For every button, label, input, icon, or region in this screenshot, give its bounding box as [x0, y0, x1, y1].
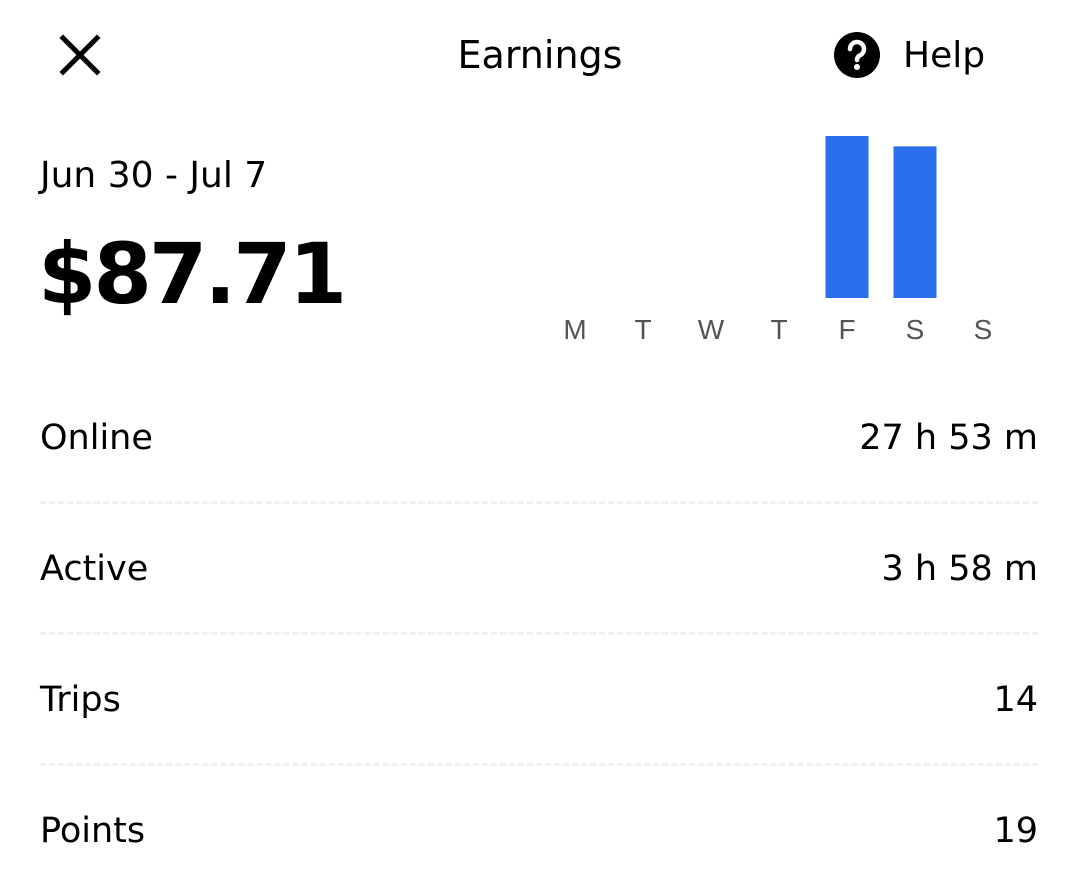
stat-row-points: Points 19	[40, 801, 1038, 861]
stat-value: 27 h 53 m	[859, 418, 1038, 458]
stat-row-trips: Trips 14	[40, 670, 1038, 730]
help-label: Help	[903, 34, 986, 76]
day-label: F	[838, 314, 855, 345]
bar-5[interactable]	[893, 146, 937, 298]
divider	[40, 763, 1038, 766]
help-button[interactable]: Help	[833, 30, 985, 80]
close-icon[interactable]	[58, 33, 102, 77]
stat-value: 19	[993, 811, 1038, 851]
divider	[40, 632, 1038, 635]
stat-label: Active	[40, 549, 149, 589]
divider	[40, 501, 1038, 504]
date-range: Jun 30 - Jul 7	[40, 155, 268, 196]
stat-label: Points	[40, 811, 146, 851]
stat-value: 3 h 58 m	[881, 549, 1038, 589]
day-label: M	[563, 314, 586, 345]
stat-label: Online	[40, 418, 153, 458]
total-earnings: $87.71	[38, 225, 347, 323]
page-title: Earnings	[457, 33, 623, 77]
stat-row-online: Online 27 h 53 m	[40, 408, 1038, 468]
day-label: W	[698, 314, 725, 345]
day-label: S	[974, 314, 993, 345]
bar-4[interactable]	[825, 136, 869, 298]
day-label: T	[770, 314, 787, 345]
day-label: T	[634, 314, 651, 345]
day-label: S	[906, 314, 925, 345]
stat-value: 14	[993, 680, 1038, 720]
stat-row-active: Active 3 h 58 m	[40, 539, 1038, 599]
question-circle-icon	[834, 32, 880, 78]
stat-label: Trips	[40, 680, 121, 720]
